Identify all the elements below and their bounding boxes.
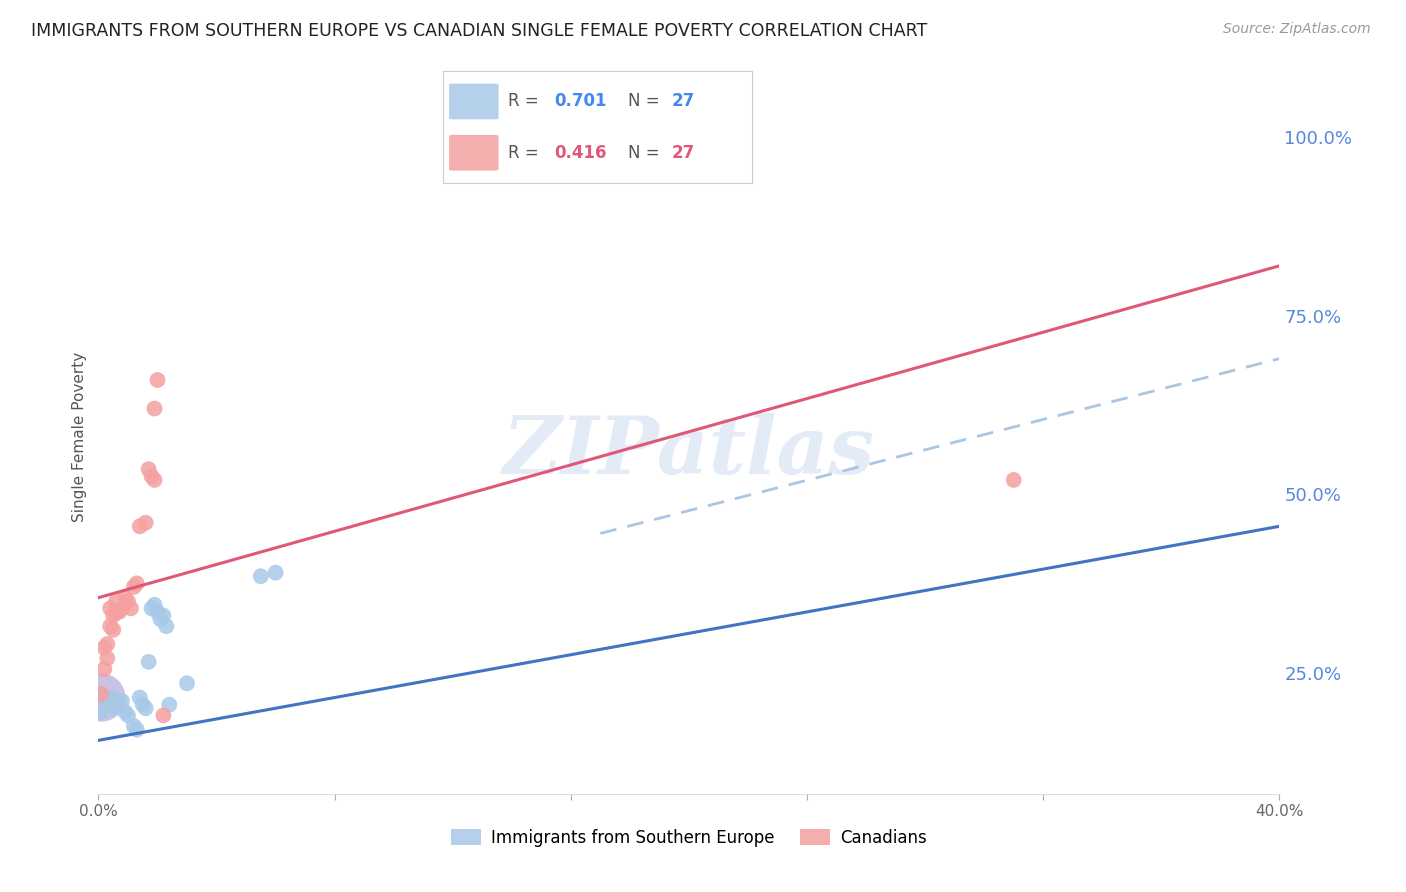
Point bbox=[103, 690, 125, 705]
Point bbox=[157, 698, 180, 712]
Point bbox=[117, 594, 139, 608]
Point bbox=[149, 612, 172, 626]
Point bbox=[155, 619, 177, 633]
Point bbox=[122, 580, 145, 594]
Text: Source: ZipAtlas.com: Source: ZipAtlas.com bbox=[1223, 22, 1371, 37]
Point bbox=[108, 698, 131, 712]
Point bbox=[114, 705, 136, 719]
Text: 0.416: 0.416 bbox=[554, 144, 607, 161]
Point bbox=[250, 569, 273, 583]
Text: 27: 27 bbox=[672, 93, 695, 111]
Point bbox=[103, 623, 125, 637]
Point bbox=[143, 598, 166, 612]
Point bbox=[143, 473, 166, 487]
Point bbox=[143, 401, 166, 416]
Point bbox=[98, 694, 121, 708]
Text: 0.701: 0.701 bbox=[554, 93, 607, 111]
Text: N =: N = bbox=[628, 144, 665, 161]
Point bbox=[146, 605, 169, 619]
Point bbox=[141, 601, 163, 615]
Text: 27: 27 bbox=[672, 144, 695, 161]
Point bbox=[98, 619, 121, 633]
Point bbox=[1002, 473, 1025, 487]
Point bbox=[138, 655, 160, 669]
Point bbox=[152, 708, 174, 723]
Point bbox=[111, 601, 134, 615]
Point bbox=[103, 701, 125, 715]
FancyBboxPatch shape bbox=[449, 84, 499, 120]
Point bbox=[93, 690, 115, 705]
Point bbox=[114, 591, 136, 605]
Point bbox=[152, 608, 174, 623]
Point bbox=[90, 705, 112, 719]
FancyBboxPatch shape bbox=[449, 135, 499, 170]
Point bbox=[117, 708, 139, 723]
Point bbox=[146, 373, 169, 387]
Point bbox=[105, 605, 128, 619]
Point bbox=[125, 576, 148, 591]
Point bbox=[132, 698, 155, 712]
Point bbox=[135, 516, 157, 530]
Point bbox=[264, 566, 287, 580]
Point bbox=[138, 462, 160, 476]
Point bbox=[93, 640, 115, 655]
Text: R =: R = bbox=[508, 144, 544, 161]
Point bbox=[93, 662, 115, 676]
Point bbox=[105, 594, 128, 608]
Point bbox=[128, 690, 150, 705]
Point bbox=[128, 519, 150, 533]
Point bbox=[90, 690, 112, 705]
Point bbox=[96, 694, 118, 708]
Y-axis label: Single Female Poverty: Single Female Poverty bbox=[72, 352, 87, 522]
Point bbox=[105, 694, 128, 708]
Point bbox=[135, 701, 157, 715]
Point bbox=[125, 723, 148, 737]
Text: ZIPatlas: ZIPatlas bbox=[503, 413, 875, 490]
Text: IMMIGRANTS FROM SOUTHERN EUROPE VS CANADIAN SINGLE FEMALE POVERTY CORRELATION CH: IMMIGRANTS FROM SOUTHERN EUROPE VS CANAD… bbox=[31, 22, 927, 40]
Point bbox=[141, 469, 163, 483]
Legend: Immigrants from Southern Europe, Canadians: Immigrants from Southern Europe, Canadia… bbox=[444, 822, 934, 854]
Point bbox=[111, 694, 134, 708]
Point bbox=[96, 637, 118, 651]
Point bbox=[122, 719, 145, 733]
Text: N =: N = bbox=[628, 93, 665, 111]
Point bbox=[90, 687, 112, 701]
Point bbox=[98, 601, 121, 615]
Point bbox=[120, 601, 142, 615]
Text: R =: R = bbox=[508, 93, 544, 111]
Point bbox=[108, 605, 131, 619]
Point bbox=[176, 676, 198, 690]
Point bbox=[96, 651, 118, 665]
Point bbox=[103, 608, 125, 623]
